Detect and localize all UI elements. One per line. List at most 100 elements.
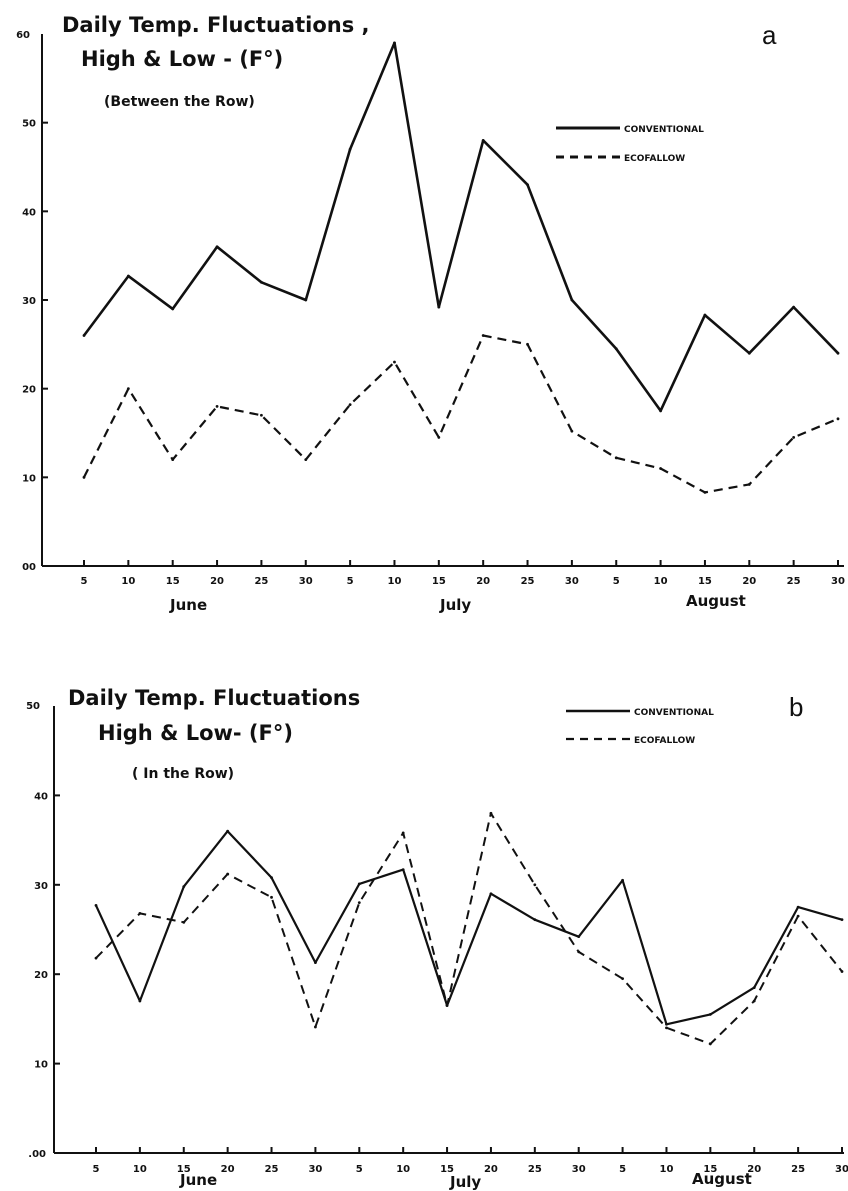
chart-b-point-conventional-11 xyxy=(577,935,581,939)
chart-b-legend: CONVENTIONAL ECOFALLOW xyxy=(566,708,714,746)
chart-a-point-conventional-6 xyxy=(348,147,352,151)
chart-a-x-tick-label-0: 5 xyxy=(81,576,88,587)
chart-a-point-ecofallow-6 xyxy=(348,403,352,407)
chart-a-title-line2: High & Low - (F°) xyxy=(81,47,283,71)
chart-b-x-tick-label-9: 20 xyxy=(484,1164,498,1175)
chart-a-point-ecofallow-13 xyxy=(659,467,662,470)
chart-b-point-conventional-1 xyxy=(138,999,142,1003)
chart-b-point-conventional-9 xyxy=(489,892,493,896)
chart-b-point-conventional-5 xyxy=(314,961,317,964)
chart-b-legend-label-conventional: CONVENTIONAL xyxy=(634,708,714,718)
chart-b-y-zero-label: .00 xyxy=(28,1149,46,1160)
chart-b-point-ecofallow-0 xyxy=(94,956,98,960)
chart-b-x-tick-label-17: 30 xyxy=(835,1164,848,1175)
chart-a-point-conventional-8 xyxy=(437,305,441,309)
chart-b-point-conventional-3 xyxy=(226,829,230,833)
chart-b-point-ecofallow-8 xyxy=(445,1004,449,1007)
chart-b-subtitle: ( In the Row) xyxy=(132,766,234,782)
chart-b-x-tick-label-10: 25 xyxy=(528,1164,542,1175)
chart-a-x-tick-label-15: 20 xyxy=(742,576,756,587)
chart-a-y-tick-label-10: 10 xyxy=(22,473,36,484)
chart-b-point-ecofallow-13 xyxy=(665,1026,668,1030)
chart-b-title-line2: High & Low- (F°) xyxy=(98,721,293,745)
chart-a-x-tick-label-3: 20 xyxy=(210,576,224,587)
chart-a-point-conventional-4 xyxy=(260,280,263,284)
chart-b-point-conventional-2 xyxy=(182,885,186,888)
chart-b-point-ecofallow-17 xyxy=(840,970,844,973)
chart-b-point-ecofallow-10 xyxy=(533,883,537,887)
chart-a-legend: CONVENTIONAL ECOFALLOW xyxy=(556,125,704,164)
chart-a-x-tick-label-12: 5 xyxy=(613,576,620,587)
chart-b-point-ecofallow-16 xyxy=(796,914,800,918)
chart-b-x-tick-label-12: 5 xyxy=(619,1164,626,1175)
chart-a-series-conventional-line xyxy=(82,41,839,413)
chart-b-x-tick-label-2: 15 xyxy=(177,1164,191,1175)
chart-a-panel-letter: a xyxy=(762,20,777,50)
chart-a-x-tick-label-4: 25 xyxy=(254,576,268,587)
chart-a-x-tick-label-6: 5 xyxy=(347,576,354,587)
chart-b-y-tick-label-20: 20 xyxy=(34,970,48,981)
chart-a-point-conventional-14 xyxy=(703,313,707,317)
chart-b-point-ecofallow-2 xyxy=(182,920,186,924)
chart-b-x-tick-label-1: 10 xyxy=(133,1164,147,1175)
chart-b-point-conventional-0 xyxy=(94,903,98,907)
chart-b-x-tick-label-3: 20 xyxy=(221,1164,235,1175)
chart-a-point-ecofallow-14 xyxy=(703,491,707,494)
chart-b-point-ecofallow-12 xyxy=(621,977,624,981)
chart-b-series-conventional-line xyxy=(95,830,843,1026)
chart-a-x-tick-label-14: 15 xyxy=(698,576,712,587)
chart-b-point-conventional-6 xyxy=(357,882,361,886)
chart-a-y-tick-label-20: 20 xyxy=(22,385,36,396)
chart-a-x-tick-label-11: 30 xyxy=(565,576,579,587)
chart-b-y-tick-label-30: 30 xyxy=(34,881,48,892)
chart-a-month-august: August xyxy=(686,592,746,610)
chart-b-y-tick-label-10: 10 xyxy=(34,1060,48,1071)
chart-b-title: Daily Temp. Fluctuations xyxy=(68,686,360,710)
chart-a-point-ecofallow-7 xyxy=(393,360,396,364)
chart-b-x-tick-label-8: 15 xyxy=(440,1164,454,1175)
chart-b-point-ecofallow-5 xyxy=(314,1025,317,1029)
chart-b-point-ecofallow-4 xyxy=(270,895,273,899)
chart-b-month-august: August xyxy=(692,1170,752,1188)
chart-a-point-ecofallow-9 xyxy=(481,334,485,337)
chart-a-point-ecofallow-5 xyxy=(304,458,308,461)
chart-b-point-ecofallow-9 xyxy=(489,811,493,815)
chart-b-x-tick-label-7: 10 xyxy=(396,1164,410,1175)
chart-a-x-tick-label-7: 10 xyxy=(388,576,402,587)
chart-b-point-ecofallow-7 xyxy=(401,831,405,835)
chart-a-point-conventional-16 xyxy=(792,305,796,309)
chart-a-x-tick-label-2: 15 xyxy=(166,576,180,587)
chart-b-points xyxy=(94,811,844,1046)
chart-a-point-conventional-0 xyxy=(82,334,86,337)
chart-b-x-tick-label-0: 5 xyxy=(93,1164,100,1175)
chart-b-point-conventional-4 xyxy=(270,876,273,880)
chart-a-point-conventional-2 xyxy=(171,307,175,311)
chart-b-panel-letter: b xyxy=(789,692,803,722)
chart-a-y-tick-label-40: 40 xyxy=(22,207,36,218)
chart-a-x-tick-label-10: 25 xyxy=(521,576,535,587)
chart-a-points xyxy=(82,41,840,494)
chart-a-point-ecofallow-17 xyxy=(836,417,840,421)
chart-a-point-ecofallow-11 xyxy=(570,429,574,433)
chart-b-point-ecofallow-15 xyxy=(752,999,756,1003)
chart-b-x-tick-label-5: 30 xyxy=(308,1164,322,1175)
chart-a-point-ecofallow-4 xyxy=(260,413,263,417)
chart-a-y-tick-label-50: 50 xyxy=(22,119,36,130)
chart-b-point-conventional-10 xyxy=(533,918,537,922)
chart-b-point-conventional-12 xyxy=(621,878,624,882)
chart-a-y-top-label: 60 xyxy=(16,30,30,41)
chart-b-series-ecofallow-line xyxy=(95,812,843,1045)
chart-a-point-conventional-10 xyxy=(526,183,529,187)
chart-a-point-conventional-17 xyxy=(836,351,840,355)
chart-b-x-tick-label-6: 5 xyxy=(356,1164,363,1175)
chart-a-point-conventional-7 xyxy=(393,41,396,45)
chart-a-point-conventional-11 xyxy=(570,298,574,302)
chart-a-point-conventional-13 xyxy=(659,409,662,413)
chart-a-point-ecofallow-0 xyxy=(82,475,86,479)
chart-b-point-conventional-15 xyxy=(752,986,756,990)
chart-b-point-ecofallow-14 xyxy=(708,1042,712,1046)
chart-b-x-tick-label-13: 10 xyxy=(660,1164,674,1175)
chart-a-x-tick-label-17: 30 xyxy=(831,576,845,587)
chart-b-point-ecofallow-6 xyxy=(357,901,361,905)
chart-a-x-tick-label-13: 10 xyxy=(654,576,668,587)
